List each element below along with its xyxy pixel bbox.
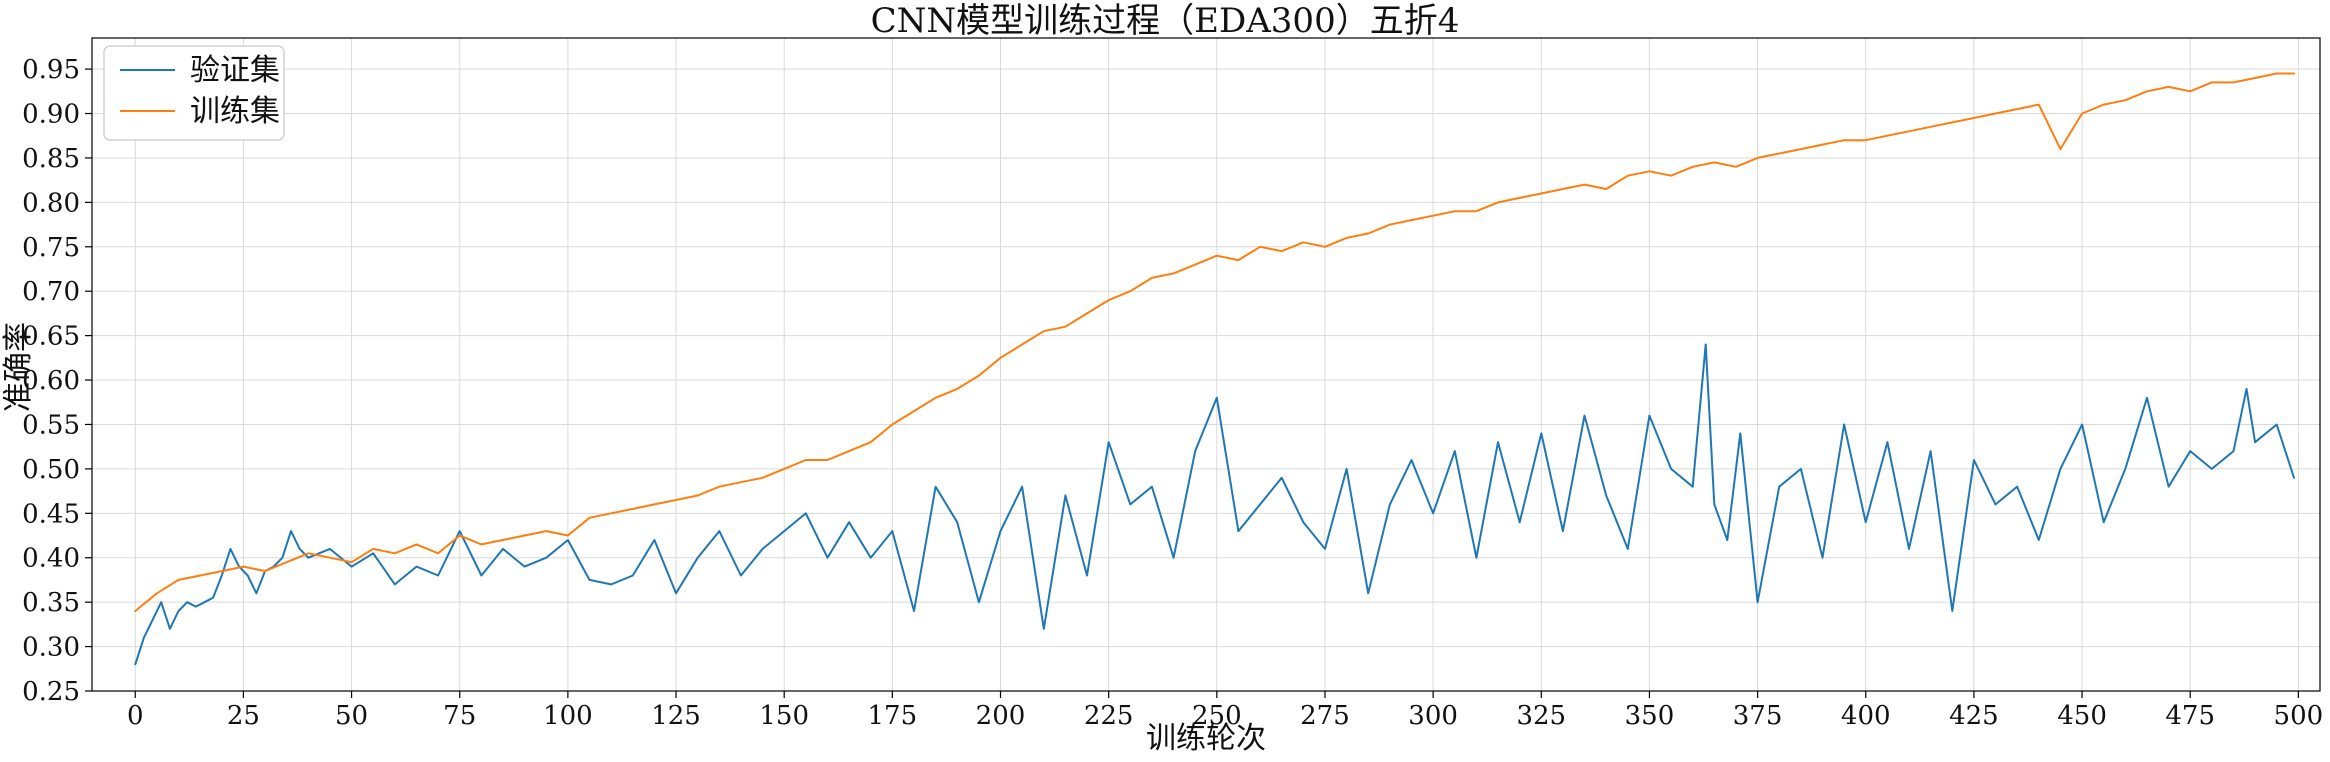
legend-label-training: 训练集 — [190, 94, 280, 129]
x-tick-label: 300 — [1408, 701, 1458, 731]
y-tick-label: 0.45 — [22, 499, 80, 529]
x-tick-label: 350 — [1625, 701, 1675, 731]
y-tick-label: 0.85 — [22, 144, 80, 174]
y-tick-label: 0.90 — [22, 100, 80, 130]
axes: 0 25 50 75 100 125 150 175 200 225 250 275 300 325 350… — [22, 37, 2324, 731]
y-tick-label: 0.75 — [22, 233, 80, 263]
y-axis-label: 准确率 — [1, 322, 36, 412]
training-series-line — [134, 72, 2295, 612]
x-tick-label: 375 — [1733, 701, 1783, 731]
x-tick-label: 225 — [1084, 701, 1134, 731]
x-tick-label: 125 — [651, 701, 701, 731]
x-tick-label: 75 — [443, 701, 476, 731]
legend-label-validation: 验证集 — [190, 53, 280, 88]
x-tick-label: 200 — [976, 701, 1026, 731]
x-tick-label: 425 — [1949, 701, 1999, 731]
x-tick-label: 150 — [759, 701, 809, 731]
x-tick-label: 25 — [227, 701, 260, 731]
x-tick-label: 325 — [1516, 701, 1566, 731]
x-tick-label: 475 — [2165, 701, 2215, 731]
x-tick-label: 0 — [127, 701, 144, 731]
x-tick-label: 50 — [335, 701, 368, 731]
y-tick-label: 0.65 — [22, 322, 80, 352]
y-tick-label: 0.30 — [22, 633, 80, 663]
x-tick-label: 275 — [1300, 701, 1350, 731]
validation-series-line — [134, 343, 2295, 666]
y-tick-label: 0.55 — [22, 410, 80, 440]
y-tick-label: 0.70 — [22, 277, 80, 307]
x-tick-label: 400 — [1841, 701, 1891, 731]
legend: 验证集 训练集 — [103, 45, 285, 141]
grid — [92, 38, 2320, 692]
y-tick-label: 0.80 — [22, 188, 80, 218]
plot-frame — [91, 37, 2321, 692]
x-tick-label: 500 — [2274, 701, 2324, 731]
x-tick-label: 450 — [2057, 701, 2107, 731]
x-tick-label: 175 — [868, 701, 918, 731]
chart-title: CNN模型训练过程（EDA300）五折4 — [871, 1, 1460, 41]
series-lines — [134, 72, 2295, 666]
y-tick-label: 0.35 — [22, 588, 80, 618]
y-tick-label: 0.25 — [22, 677, 80, 707]
y-tick-label: 0.50 — [22, 455, 80, 485]
x-axis-label: 训练轮次 — [1146, 721, 1266, 756]
x-tick-label: 100 — [543, 701, 593, 731]
y-tick-label: 0.40 — [22, 544, 80, 574]
x-tick-label: 250 — [1192, 701, 1242, 731]
y-tick-label: 0.60 — [22, 366, 80, 396]
y-tick-label: 0.95 — [22, 55, 80, 85]
